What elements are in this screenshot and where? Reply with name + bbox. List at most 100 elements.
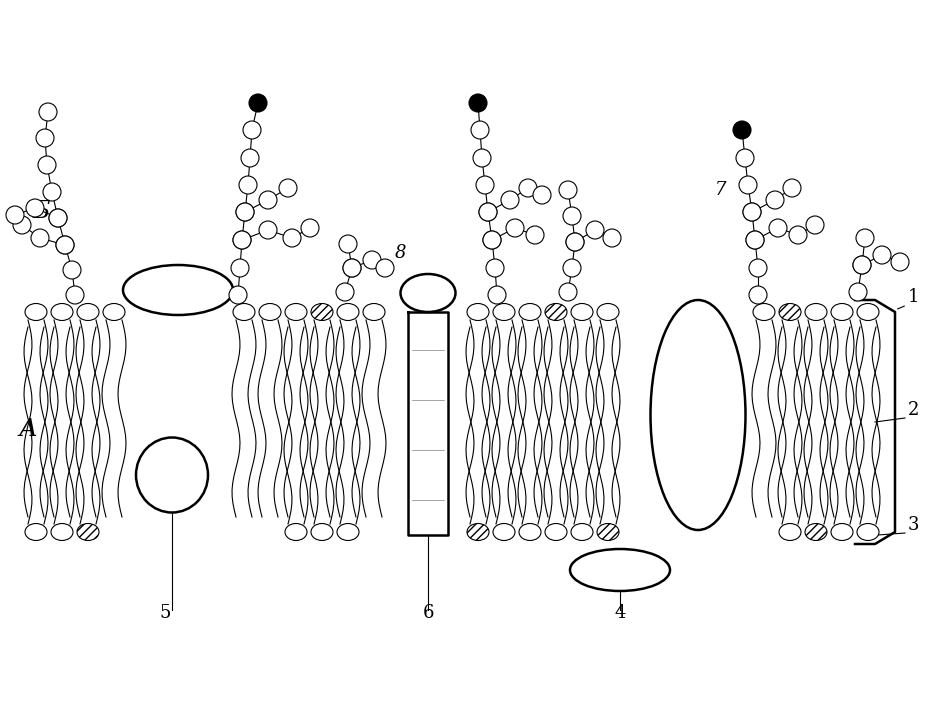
Circle shape [363,251,381,269]
Circle shape [476,176,494,194]
Circle shape [603,229,621,247]
Circle shape [239,176,257,194]
Circle shape [49,209,67,227]
Ellipse shape [493,523,515,540]
Circle shape [49,209,67,227]
Ellipse shape [285,523,307,540]
Ellipse shape [77,523,99,540]
Circle shape [743,203,761,221]
Ellipse shape [857,523,879,540]
Text: 1: 1 [908,288,919,306]
Ellipse shape [831,303,853,320]
Ellipse shape [519,523,541,540]
Circle shape [259,191,277,209]
Ellipse shape [831,523,853,540]
Ellipse shape [571,523,593,540]
Circle shape [736,149,754,167]
Ellipse shape [805,303,827,320]
Circle shape [233,231,251,249]
Circle shape [471,121,489,139]
Ellipse shape [857,303,879,320]
Ellipse shape [570,549,670,591]
Circle shape [56,236,74,254]
Circle shape [806,216,824,234]
Circle shape [43,183,61,201]
Circle shape [849,283,867,301]
Circle shape [563,207,581,225]
Ellipse shape [650,300,745,530]
Circle shape [343,259,361,277]
Circle shape [769,219,787,237]
Circle shape [301,219,319,237]
Circle shape [586,221,604,239]
Text: 8: 8 [395,244,406,262]
Ellipse shape [259,303,281,320]
Ellipse shape [103,303,125,320]
Ellipse shape [571,303,593,320]
Ellipse shape [77,303,99,320]
Ellipse shape [25,303,47,320]
Circle shape [283,229,301,247]
Circle shape [856,229,874,247]
Ellipse shape [493,303,515,320]
Circle shape [733,121,751,139]
Circle shape [566,233,584,251]
Circle shape [336,283,354,301]
Circle shape [279,179,297,197]
Circle shape [259,221,277,239]
Circle shape [559,283,577,301]
Ellipse shape [136,437,208,513]
Ellipse shape [545,523,567,540]
Circle shape [231,259,249,277]
Ellipse shape [805,523,827,540]
Circle shape [563,259,581,277]
Ellipse shape [467,523,489,540]
Circle shape [31,229,49,247]
Circle shape [233,231,251,249]
Ellipse shape [311,523,333,540]
Circle shape [241,149,259,167]
Circle shape [483,231,501,249]
Circle shape [66,286,84,304]
Ellipse shape [337,523,359,540]
Ellipse shape [51,303,73,320]
Circle shape [766,191,784,209]
Circle shape [566,233,584,251]
Circle shape [339,235,357,253]
Circle shape [789,226,807,244]
Text: 2: 2 [908,401,919,419]
Circle shape [13,216,31,234]
Circle shape [891,253,909,271]
Ellipse shape [123,265,233,315]
Circle shape [506,219,524,237]
Ellipse shape [337,303,359,320]
Ellipse shape [400,274,456,312]
Circle shape [229,286,247,304]
Circle shape [63,261,81,279]
Circle shape [873,246,891,264]
Text: А: А [18,418,37,442]
Ellipse shape [467,303,489,320]
Circle shape [38,156,56,174]
Circle shape [249,94,267,112]
Circle shape [783,179,801,197]
Circle shape [473,149,491,167]
Circle shape [6,206,24,224]
Circle shape [519,179,537,197]
Circle shape [486,259,504,277]
Circle shape [749,259,767,277]
Circle shape [26,199,44,217]
Circle shape [559,181,577,199]
Circle shape [36,129,54,147]
Circle shape [469,94,487,112]
Circle shape [746,231,764,249]
Circle shape [236,203,254,221]
Circle shape [479,203,497,221]
Circle shape [39,103,57,121]
Ellipse shape [519,303,541,320]
Ellipse shape [25,523,47,540]
Circle shape [236,203,254,221]
Ellipse shape [753,303,775,320]
Ellipse shape [779,523,801,540]
Circle shape [749,286,767,304]
